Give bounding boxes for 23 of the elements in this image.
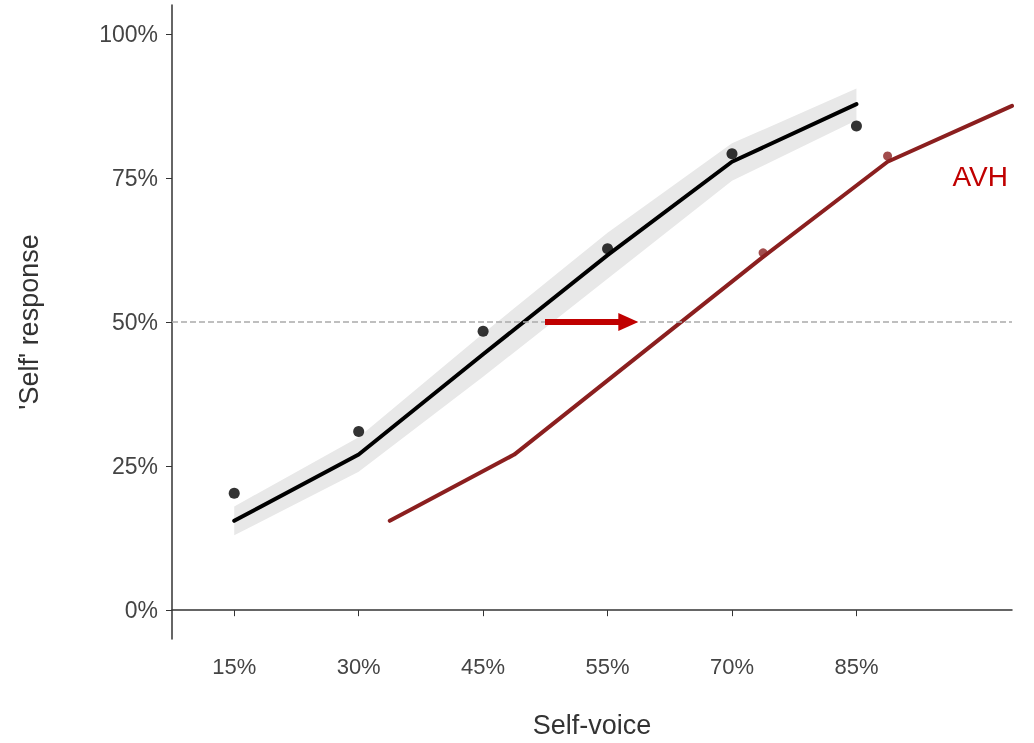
- y-tick-label: 100%: [99, 20, 158, 47]
- point: [477, 325, 489, 337]
- point: [228, 487, 240, 499]
- x-tick-label: 45%: [461, 653, 506, 679]
- x-axis-title: Self-voice: [532, 709, 652, 740]
- y-tick-label: 25%: [111, 453, 158, 480]
- point: [726, 148, 738, 160]
- point: [602, 243, 614, 255]
- point: [883, 151, 893, 161]
- x-tick-label: 70%: [709, 653, 755, 679]
- point: [850, 120, 862, 132]
- line-series: [387, 103, 1014, 523]
- y-tick-label: 50%: [111, 309, 158, 335]
- x-tick-label: 85%: [834, 653, 879, 679]
- x-tick-label: 30%: [336, 653, 381, 679]
- x-tick-label: 15%: [212, 653, 257, 679]
- y-tick-label: 0%: [124, 597, 158, 624]
- point: [758, 248, 768, 258]
- y-axis-title: 'Self' response: [13, 234, 44, 410]
- y-tick-label: 75%: [111, 164, 158, 191]
- series-label: AVH: [952, 160, 1008, 193]
- x-tick-label: 55%: [585, 653, 630, 679]
- point: [353, 426, 365, 438]
